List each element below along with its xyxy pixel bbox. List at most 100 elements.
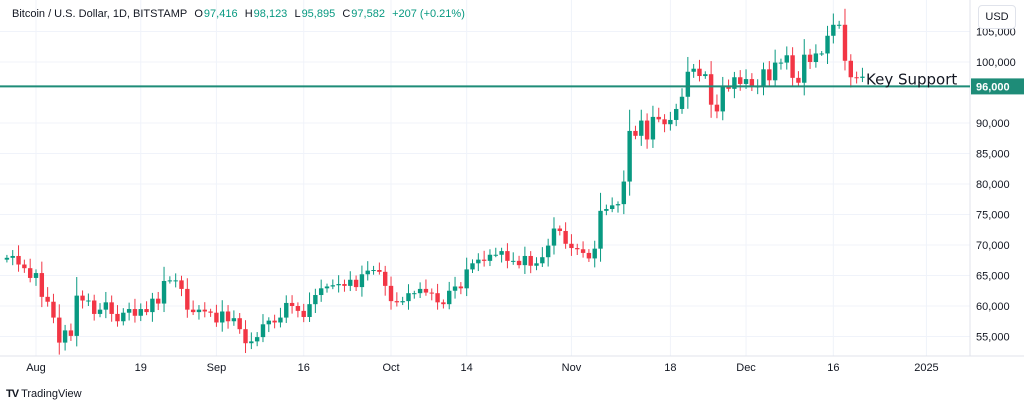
price-axis[interactable]: 105,000 100,000 90,000 85,000 80,000 75,000 70…: [976, 27, 1016, 344]
candle: [330, 279, 336, 290]
candle-body: [167, 280, 173, 282]
candle-body: [522, 255, 528, 266]
candle-body: [493, 254, 498, 256]
tradingview-logo[interactable]: TV TradingView: [6, 388, 82, 400]
candle: [97, 303, 103, 318]
candle-body: [307, 304, 312, 317]
candle-body: [214, 312, 219, 323]
candle: [604, 204, 609, 216]
candle: [156, 291, 161, 311]
candle-body: [784, 55, 789, 63]
candle-body: [138, 309, 143, 316]
candle-body: [458, 286, 464, 289]
candle-body: [313, 295, 318, 305]
candle: [545, 238, 551, 267]
tradingview-logo-icon: TV: [6, 388, 19, 400]
candle: [289, 295, 295, 314]
candle: [772, 49, 778, 87]
candle: [476, 253, 481, 272]
candle-body: [27, 268, 33, 278]
symbol-title: Bitcoin / U.S. Dollar, 1D, BITSTAMP: [12, 8, 188, 20]
candle-body: [144, 309, 149, 313]
candle: [68, 323, 74, 341]
candle: [557, 225, 562, 236]
candle-body: [57, 317, 62, 343]
candle-body: [644, 120, 650, 140]
candle: [732, 71, 737, 99]
candle-body: [615, 204, 621, 206]
time-tick-label: 16: [298, 362, 310, 374]
time-tick-label: Aug: [26, 362, 46, 374]
candle: [103, 291, 109, 319]
candle-body: [586, 252, 592, 259]
price-tick-label: 80,000: [976, 179, 1010, 191]
candle: [324, 283, 330, 293]
candle: [697, 59, 702, 82]
candle: [86, 293, 91, 306]
candle-body: [394, 301, 400, 303]
candle: [266, 317, 271, 333]
candle: [371, 265, 376, 275]
candle-body: [371, 270, 376, 272]
change-value: +207 (+0.21%): [392, 8, 465, 20]
candle: [144, 301, 149, 316]
candle-body: [249, 341, 254, 344]
candle-body: [156, 298, 161, 304]
candle: [738, 70, 743, 91]
candle-body: [359, 274, 365, 288]
candle-body: [807, 54, 813, 62]
candle: [161, 266, 167, 313]
candle: [580, 241, 586, 258]
key-support-line[interactable]: Key Support 96,000: [0, 70, 1024, 95]
candle: [819, 51, 824, 56]
candle: [831, 13, 836, 44]
candle: [662, 114, 667, 133]
candle: [481, 250, 487, 267]
candles: [4, 8, 865, 355]
price-tick-label: 90,000: [976, 118, 1010, 130]
candle-body: [452, 286, 458, 291]
candle-body: [836, 24, 842, 26]
price-tick-label: 70,000: [976, 240, 1010, 252]
candle: [196, 305, 202, 320]
candle: [790, 47, 795, 87]
candle: [796, 71, 801, 87]
candle: [505, 243, 510, 269]
candle: [621, 170, 627, 215]
candle-body: [743, 79, 749, 84]
price-tick-label: 75,000: [976, 210, 1010, 222]
candle: [225, 305, 231, 329]
candle-body: [662, 119, 667, 125]
candle-body: [185, 288, 190, 310]
candle-body: [633, 130, 638, 136]
candle-body: [447, 290, 452, 305]
candle: [784, 46, 789, 70]
candle-body: [639, 120, 644, 136]
candle-body: [284, 302, 289, 318]
candle-body: [481, 259, 487, 261]
candle-body: [580, 249, 586, 253]
candle: [359, 265, 365, 297]
candle: [126, 302, 132, 321]
candle-body: [860, 76, 865, 78]
candle: [807, 48, 813, 69]
candle-body: [650, 116, 656, 140]
candle-body: [604, 209, 609, 211]
candle-body: [4, 257, 10, 260]
candle-body: [97, 309, 103, 314]
candle: [470, 259, 475, 274]
grid-lines: [0, 0, 970, 356]
candle-body: [703, 74, 708, 77]
currency-button[interactable]: USD: [978, 5, 1016, 29]
low-label: L: [294, 8, 301, 20]
candle-body: [534, 263, 539, 266]
candle-body: [353, 279, 359, 288]
candle-body: [796, 77, 801, 83]
candle-body: [278, 317, 283, 323]
time-axis[interactable]: Aug 19 Sep 16 Oct 14 Nov 18 Dec 16 2025: [26, 362, 938, 374]
candle: [575, 243, 580, 256]
time-tick-label: Oct: [382, 362, 399, 374]
low-value: 95,895: [301, 8, 336, 20]
candle: [22, 259, 27, 273]
